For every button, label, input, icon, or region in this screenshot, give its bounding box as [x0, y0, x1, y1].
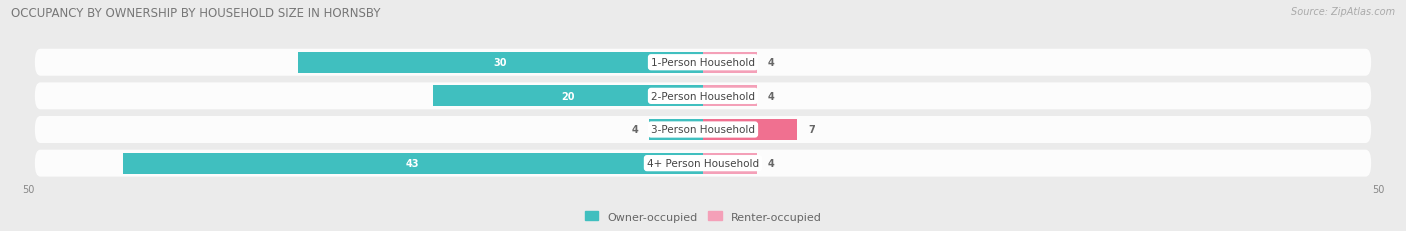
FancyBboxPatch shape: [35, 116, 1371, 143]
Text: 4: 4: [768, 158, 775, 168]
FancyBboxPatch shape: [35, 49, 1371, 76]
Text: 1-Person Household: 1-Person Household: [651, 58, 755, 68]
Bar: [703, 86, 756, 107]
Bar: [703, 120, 797, 140]
Bar: [650, 120, 703, 140]
Bar: [122, 153, 703, 174]
Text: 20: 20: [561, 91, 575, 101]
Text: 30: 30: [494, 58, 508, 68]
Text: 43: 43: [406, 158, 419, 168]
Text: Source: ZipAtlas.com: Source: ZipAtlas.com: [1291, 7, 1395, 17]
Legend: Owner-occupied, Renter-occupied: Owner-occupied, Renter-occupied: [585, 211, 821, 222]
FancyBboxPatch shape: [35, 150, 1371, 177]
Text: 4: 4: [631, 125, 638, 135]
Bar: [433, 86, 703, 107]
Text: 4: 4: [768, 91, 775, 101]
Bar: [703, 153, 756, 174]
FancyBboxPatch shape: [35, 83, 1371, 110]
Bar: [703, 53, 756, 73]
Text: 4+ Person Household: 4+ Person Household: [647, 158, 759, 168]
Bar: [298, 53, 703, 73]
Text: 7: 7: [808, 125, 815, 135]
Text: 2-Person Household: 2-Person Household: [651, 91, 755, 101]
Text: OCCUPANCY BY OWNERSHIP BY HOUSEHOLD SIZE IN HORNSBY: OCCUPANCY BY OWNERSHIP BY HOUSEHOLD SIZE…: [11, 7, 381, 20]
Text: 4: 4: [768, 58, 775, 68]
Text: 3-Person Household: 3-Person Household: [651, 125, 755, 135]
